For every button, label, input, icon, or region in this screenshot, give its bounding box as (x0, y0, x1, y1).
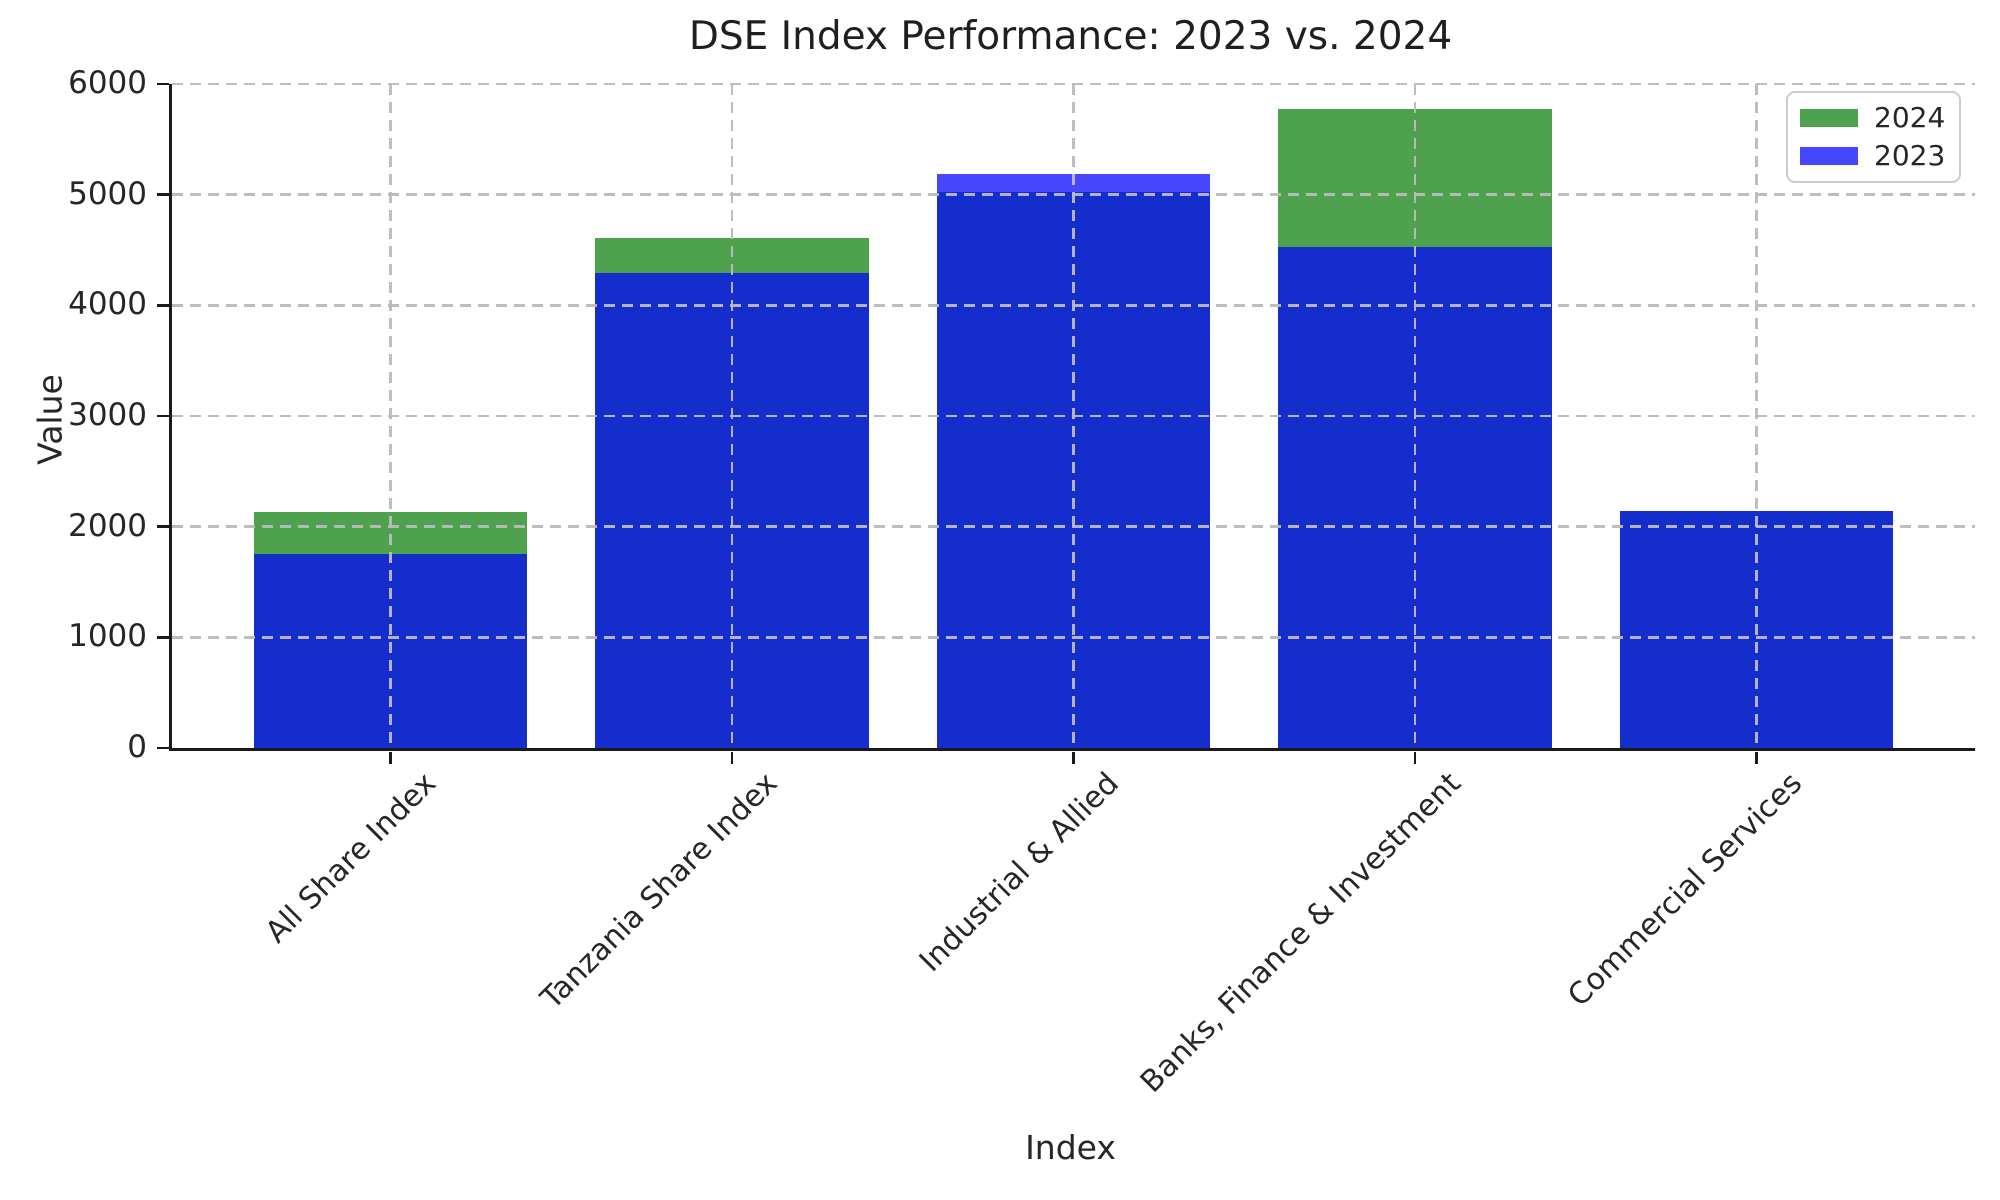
y-tick-label-1000: 1000 (68, 618, 147, 655)
y-tick-6000 (157, 82, 169, 86)
y-tick-label-0: 0 (127, 729, 147, 765)
plot-area: 0 1000 2000 3000 4000 5000 6000 All Share Index… (68, 68, 1975, 1100)
x-tick-label-industrial-allied: Industrial & Allied (913, 765, 1127, 979)
x-tick-5 (1755, 751, 1758, 764)
legend-label-2024: 2024 (1874, 101, 1946, 134)
x-tick-2 (730, 751, 734, 764)
y-tick-0 (157, 746, 169, 750)
legend: 2024 2023 (1786, 91, 1961, 183)
x-tick-label-tanzania-share-index: Tanzania Share Index (534, 765, 785, 1017)
gridline-x-2 (730, 84, 734, 748)
gridline-x-4 (1413, 84, 1417, 748)
y-tick-1000 (157, 636, 169, 639)
y-tick-label-6000: 6000 (68, 65, 147, 101)
legend-swatch-2024 (1800, 109, 1858, 127)
x-tick-1 (389, 751, 392, 764)
y-tick-5000 (157, 193, 169, 196)
gridline-x-1 (389, 84, 392, 748)
legend-item-2024: 2024 (1800, 104, 1947, 132)
y-tick-label-3000: 3000 (68, 397, 147, 433)
x-tick-label-all-share-index: All Share Index (258, 765, 443, 951)
x-tick-label-commercial-services: Commercial Services (1561, 765, 1810, 1014)
legend-label-2023: 2023 (1874, 139, 1946, 172)
legend-item-2023: 2023 (1800, 142, 1947, 170)
legend-swatch-2023 (1800, 147, 1858, 165)
y-tick-4000 (157, 304, 169, 307)
chart-title: DSE Index Performance: 2023 vs. 2024 (688, 14, 1453, 59)
y-tick-3000 (157, 414, 169, 418)
y-tick-label-2000: 2000 (68, 507, 147, 544)
gridline-x-3 (1072, 84, 1075, 748)
x-tick-label-banks-finance-investment: Banks, Finance & Investment (1133, 765, 1468, 1100)
x-axis-label: Index (1025, 1128, 1116, 1167)
y-tick-label-4000: 4000 (68, 286, 147, 323)
x-tick-3 (1072, 751, 1075, 764)
y-tick-2000 (157, 525, 169, 528)
y-tick-label-5000: 5000 (68, 175, 147, 212)
gridline-x-5 (1755, 84, 1758, 748)
x-tick-4 (1413, 751, 1417, 764)
